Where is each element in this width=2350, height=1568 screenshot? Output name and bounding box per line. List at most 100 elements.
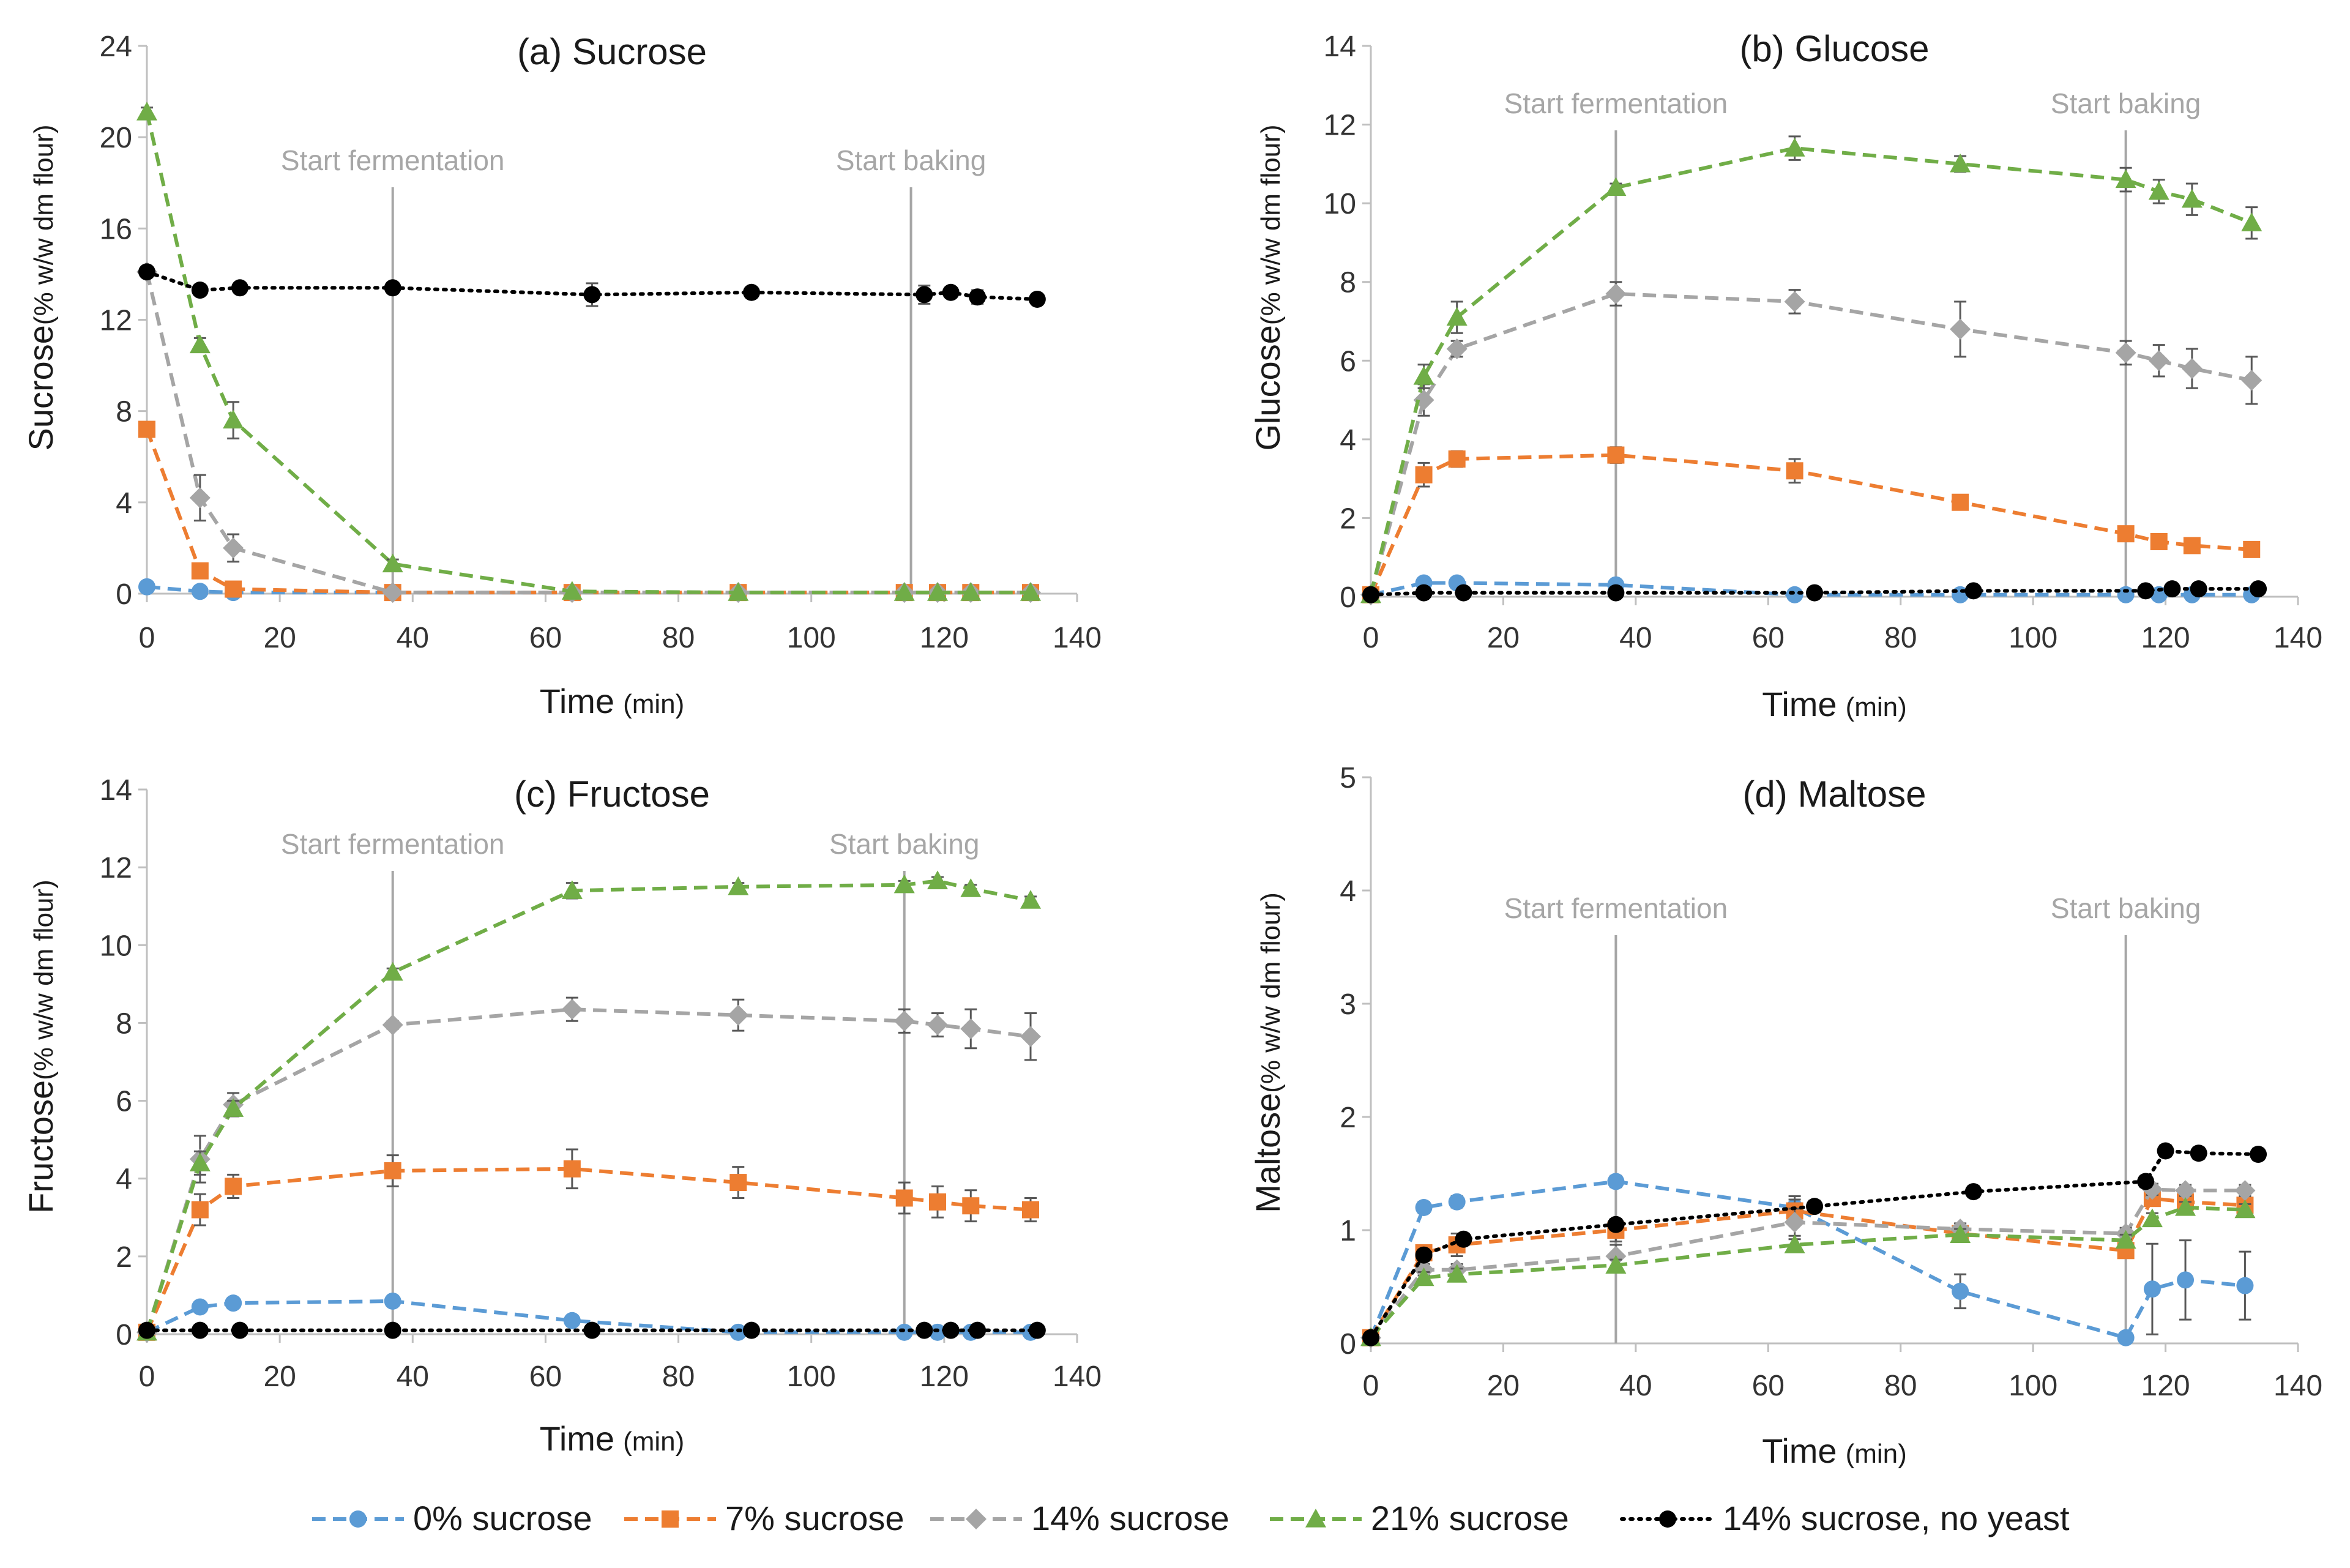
data-point <box>2190 580 2207 598</box>
y-axis-title-unit: (% w/w dm flour) <box>29 124 59 325</box>
data-point <box>729 1174 747 1192</box>
data-point <box>969 1321 987 1339</box>
series-2 <box>136 261 1041 603</box>
y-tick-label: 4 <box>1340 424 1356 457</box>
y-tick-label: 3 <box>1340 988 1356 1021</box>
x-tick-label: 60 <box>529 622 562 654</box>
data-point <box>384 1321 401 1339</box>
data-point <box>743 283 760 301</box>
data-point <box>223 537 244 559</box>
data-point <box>1786 586 1804 603</box>
x-axis-title-unit: (min) <box>1846 1439 1907 1469</box>
series-line <box>1369 291 2252 595</box>
y-tick-label: 2 <box>116 1241 132 1274</box>
y-tick-label: 8 <box>116 396 132 428</box>
x-tick-label: 0 <box>139 622 155 654</box>
series-1 <box>1362 446 2261 603</box>
data-point <box>2236 1277 2254 1294</box>
data-point <box>2137 1173 2155 1190</box>
data-point <box>138 263 155 281</box>
data-point <box>1362 1329 1379 1346</box>
series-4 <box>1362 1142 2267 1346</box>
y-axis-title-main: Sucrose <box>21 325 60 450</box>
data-point <box>1415 466 1433 483</box>
x-tick-label: 0 <box>1363 1370 1379 1402</box>
dotted-circle-marker-icon <box>1659 1510 1676 1528</box>
x-tick-label: 40 <box>397 622 429 654</box>
data-point <box>960 582 982 601</box>
data-point <box>729 1323 747 1341</box>
data-point <box>728 582 749 601</box>
data-point <box>1950 1224 1971 1243</box>
data-point <box>225 1178 242 1195</box>
data-point <box>1784 291 1805 312</box>
series-1 <box>138 420 1039 602</box>
series-line <box>1369 453 2252 596</box>
x-tick-label: 40 <box>1619 1370 1652 1402</box>
y-tick-label: 10 <box>1324 188 1356 220</box>
legend-label: 7% sucrose <box>725 1499 905 1537</box>
event-label: Start fermentation <box>1504 892 1728 924</box>
data-point <box>1446 307 1468 326</box>
data-point <box>1950 318 1971 340</box>
data-point <box>1415 1246 1433 1264</box>
data-point <box>2250 580 2267 598</box>
legend-label: 14% sucrose <box>1031 1499 1229 1537</box>
data-point <box>962 1197 980 1215</box>
data-point <box>225 1294 242 1312</box>
panel-title: (d) Maltose <box>1742 774 1926 815</box>
x-tick-label: 140 <box>1053 622 1102 654</box>
data-point <box>1964 582 1982 600</box>
series-line <box>145 428 1031 595</box>
data-point <box>2177 1271 2195 1289</box>
data-point <box>1950 153 1971 173</box>
legend-item: 14% sucrose, no yeast <box>1620 1499 2070 1537</box>
x-tick-label: 60 <box>1752 622 1785 654</box>
data-point <box>1952 493 1969 511</box>
y-axis-title-main: Maltose <box>1248 1093 1287 1213</box>
legend: 0% sucrose 7% sucrose 14% sucrose 21% sucro… <box>312 1499 2070 1537</box>
y-tick-label: 1 <box>1340 1215 1356 1247</box>
x-tick-label: 80 <box>1884 1370 1917 1402</box>
data-point <box>895 1323 913 1341</box>
data-point <box>1448 450 1466 468</box>
data-point <box>893 582 915 601</box>
data-point <box>191 1298 209 1316</box>
series-3 <box>1360 1197 2256 1346</box>
x-tick-label: 40 <box>1619 622 1652 654</box>
y-tick-label: 10 <box>100 930 132 962</box>
x-tick-label: 100 <box>787 622 836 654</box>
panel-title: (b) Glucose <box>1739 28 1929 69</box>
y-tick-label: 2 <box>1340 1102 1356 1134</box>
x-axis-title: Time (min) <box>540 1419 685 1458</box>
data-point <box>1605 1255 1627 1274</box>
dashed-diamond-marker-icon <box>966 1509 987 1529</box>
x-tick-label: 100 <box>787 1361 836 1393</box>
event-label: Start baking <box>836 144 986 176</box>
legend-label: 14% sucrose, no yeast <box>1723 1499 2070 1537</box>
x-axis-title-main: Time <box>540 1419 614 1458</box>
data-point <box>1784 1212 1805 1233</box>
x-tick-label: 120 <box>2141 1370 2190 1402</box>
series-line <box>1370 581 2252 597</box>
data-point <box>223 1098 244 1117</box>
data-point <box>1605 283 1627 304</box>
data-point <box>1020 890 1041 909</box>
data-point <box>1022 1201 1039 1219</box>
data-point <box>969 288 987 306</box>
data-point <box>2234 1180 2256 1201</box>
series-line <box>145 879 1031 1333</box>
x-tick-label: 80 <box>662 622 695 654</box>
data-point <box>2190 1144 2207 1162</box>
series-line <box>145 270 1039 301</box>
series-3 <box>1360 135 2262 603</box>
x-tick-label: 100 <box>2009 622 2057 654</box>
data-point <box>138 1321 155 1339</box>
data-point <box>1413 366 1434 385</box>
data-point <box>2243 540 2261 558</box>
y-tick-label: 12 <box>100 305 132 337</box>
x-tick-label: 100 <box>2009 1370 2057 1402</box>
data-point <box>189 1152 211 1171</box>
data-point <box>138 420 155 438</box>
y-axis-title-main: Fructose <box>21 1080 60 1214</box>
